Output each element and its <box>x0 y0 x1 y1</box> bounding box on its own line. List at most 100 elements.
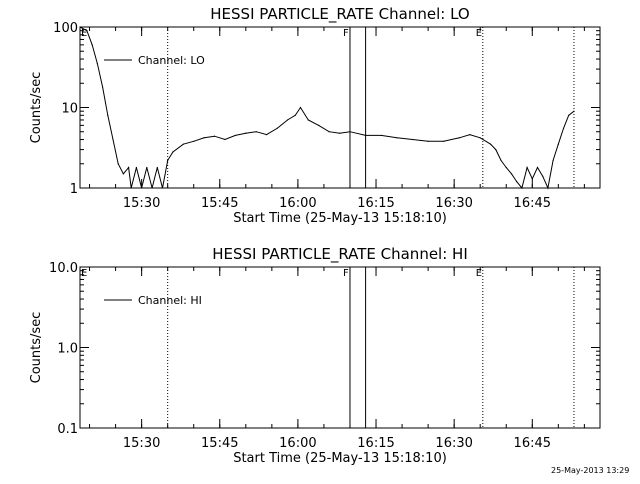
data-point <box>495 148 497 151</box>
data-point <box>245 132 247 134</box>
data-point <box>338 132 341 134</box>
data-point <box>146 166 148 169</box>
y-tick-label: 10.0 <box>49 261 78 276</box>
x-tick-label: 16:15 <box>357 196 394 211</box>
data-point <box>266 134 268 136</box>
data-point <box>294 114 296 116</box>
x-tick-label: 15:45 <box>201 196 238 211</box>
y-axis-label: Counts/sec <box>29 312 44 384</box>
data-point <box>122 173 125 175</box>
data-point <box>286 119 289 121</box>
chart-title: HESSI PARTICLE_RATE Channel: HI <box>212 245 468 264</box>
y-tick-label: 100 <box>53 21 78 36</box>
legend-label: Channel: LO <box>138 54 205 67</box>
y-tick-label: 0.1 <box>57 422 78 437</box>
x-tick-label: 16:30 <box>435 436 472 451</box>
data-point <box>490 143 492 145</box>
data-point <box>96 63 98 65</box>
data-point <box>130 187 132 189</box>
data-point <box>516 181 518 183</box>
data-point <box>469 134 471 136</box>
x-tick-label: 16:00 <box>279 436 316 451</box>
data-point <box>396 137 398 139</box>
data-point <box>182 143 184 145</box>
x-tick-label: 15:30 <box>123 436 160 451</box>
x-tick-label: 16:30 <box>435 196 472 211</box>
data-point <box>172 151 174 153</box>
corner-marker-label: E <box>81 268 87 279</box>
data-point <box>573 110 575 112</box>
x-tick-label: 16:45 <box>514 196 551 211</box>
data-point <box>112 138 114 141</box>
data-point <box>107 114 109 116</box>
x-tick-label: 16:45 <box>514 436 551 451</box>
data-point <box>427 140 429 142</box>
data-point <box>299 106 302 109</box>
series-line <box>79 26 575 190</box>
data-point <box>86 30 88 32</box>
chart-title: HESSI PARTICLE_RATE Channel: LO <box>210 5 469 24</box>
data-point <box>91 44 93 46</box>
marker-label: F <box>343 28 349 39</box>
data-point <box>479 137 481 139</box>
data-point <box>443 140 445 142</box>
data-point <box>193 140 195 142</box>
legend-label: Channel: HI <box>138 294 202 307</box>
plot-frame <box>79 26 601 189</box>
data-point <box>568 114 570 116</box>
x-tick-label: 16:00 <box>279 196 316 211</box>
data-point <box>167 159 169 162</box>
data-point <box>526 166 528 169</box>
marker-label: F <box>343 268 349 279</box>
data-point <box>79 26 81 28</box>
x-tick-label: 16:15 <box>357 436 394 451</box>
data-point <box>128 166 130 169</box>
data-point <box>213 135 216 137</box>
chart-panel-1: HESSI PARTICLE_RATE Channel: LO Counts/se… <box>29 5 601 226</box>
x-axis-label: Start Time (25-May-13 15:18:10) <box>233 451 447 466</box>
data-point <box>234 134 236 137</box>
plot-timestamp: 25-May-2013 13:29 <box>551 466 630 475</box>
data-point <box>552 159 554 162</box>
data-point <box>380 134 382 137</box>
data-point <box>224 138 226 141</box>
data-point <box>161 187 164 189</box>
x-tick-label: 15:30 <box>123 196 160 211</box>
data-point <box>349 131 351 133</box>
corner-marker-label: E <box>81 28 87 39</box>
data-point <box>531 178 533 180</box>
data-point <box>156 166 158 169</box>
data-point <box>510 173 513 175</box>
marker-label: E <box>476 28 482 39</box>
data-point <box>536 166 539 169</box>
y-tick-label: 10 <box>61 102 78 117</box>
data-point <box>411 138 414 141</box>
data-point <box>500 159 502 162</box>
chart-panel-2: HESSI PARTICLE_RATE Channel: HI Counts/se… <box>29 245 601 466</box>
marker-label: E <box>476 268 482 279</box>
data-point <box>365 134 367 137</box>
data-point <box>328 131 330 133</box>
data-point <box>521 187 523 189</box>
data-point <box>307 119 309 121</box>
plot-frame <box>79 266 601 429</box>
data-point <box>458 137 460 139</box>
y-tick-label: 1.0 <box>57 342 78 357</box>
data-point <box>557 143 559 145</box>
data-point <box>505 166 507 169</box>
y-tick-label: 1 <box>70 182 78 197</box>
data-point <box>276 127 278 130</box>
x-tick-label: 15:45 <box>201 436 238 451</box>
data-point <box>547 187 549 189</box>
data-point <box>117 163 119 165</box>
data-point <box>101 86 104 88</box>
y-axis-label: Counts/sec <box>29 72 44 144</box>
data-point <box>562 127 565 130</box>
data-point <box>318 124 320 126</box>
data-point <box>141 187 143 189</box>
data-point <box>255 131 257 133</box>
data-point <box>151 187 153 189</box>
x-axis-label: Start Time (25-May-13 15:18:10) <box>233 211 447 226</box>
